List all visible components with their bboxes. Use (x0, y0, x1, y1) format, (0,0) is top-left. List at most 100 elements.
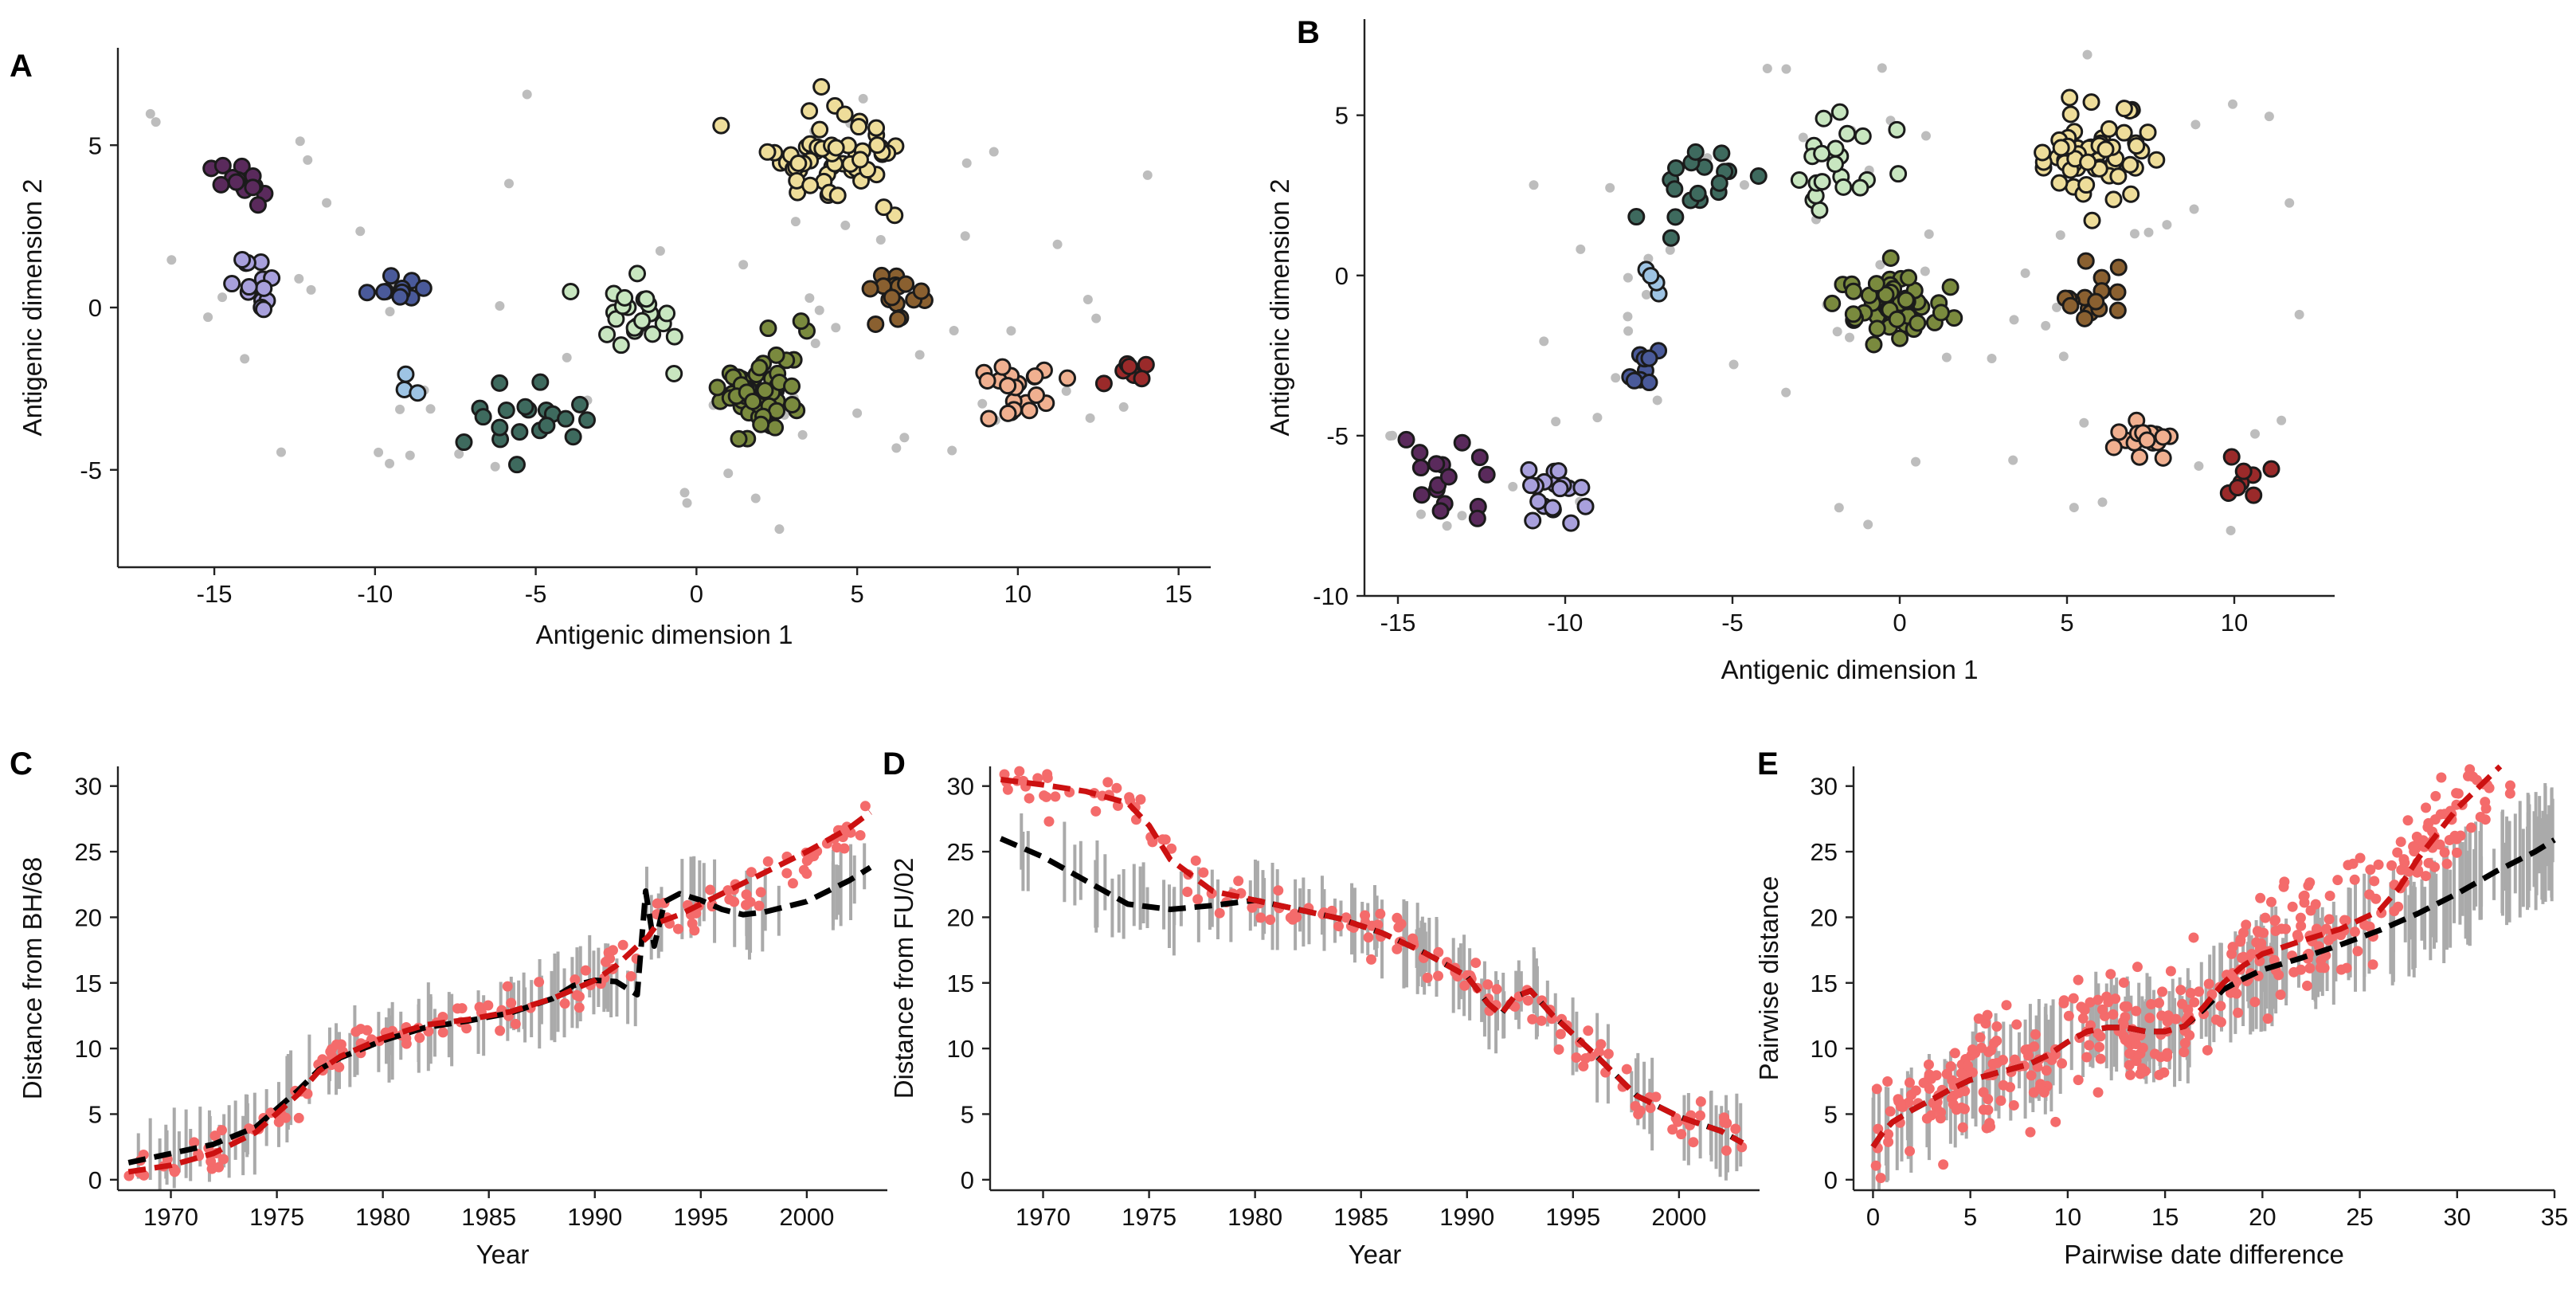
observed-point (1676, 1129, 1687, 1140)
observed-point (2376, 907, 2387, 919)
cluster-point (1844, 305, 1862, 323)
observed-point (1981, 1122, 1992, 1134)
cluster-point (2110, 423, 2128, 441)
observed-point (2146, 998, 2157, 1009)
background-point (914, 350, 925, 360)
cluster-point (223, 275, 241, 293)
background-point (1118, 402, 1129, 412)
panel-label: A (10, 49, 33, 84)
observed-point (1365, 954, 1376, 965)
observed-point (672, 923, 683, 934)
observed-point (1433, 970, 1444, 981)
observed-point (2041, 1065, 2052, 1076)
x-axis-title: Pairwise date difference (2064, 1240, 2344, 1269)
background-point (1142, 170, 1153, 180)
observed-point (1905, 1146, 1916, 1157)
cluster-point (1020, 402, 1039, 420)
observed-point (2349, 874, 2360, 885)
observed-point (2343, 860, 2354, 871)
panel-B: -15 -10 -5 0 5 10 -10 -5 0 5 Antigenic dimension 1… (1265, 15, 2335, 684)
background-point (858, 93, 868, 104)
cluster-point (1468, 509, 1486, 527)
observed-point (1166, 843, 1177, 854)
cluster-point (2122, 185, 2140, 203)
cluster-point (2061, 88, 2079, 107)
x-tick-label: 20 (2249, 1203, 2276, 1231)
background-point (385, 458, 395, 468)
observed-point (625, 970, 636, 981)
background-point (875, 235, 886, 245)
cluster-point (2050, 174, 2069, 192)
observed-point (1995, 1095, 2006, 1107)
background-point (1415, 509, 1426, 519)
background-point (1061, 386, 1071, 396)
observed-point (1363, 932, 1374, 943)
observed-point (1645, 1103, 1656, 1114)
observed-point (2402, 815, 2414, 826)
y-tick-label: 0 (88, 1166, 102, 1194)
observed-point (2030, 1029, 2041, 1040)
observed-point (502, 981, 513, 992)
cluster-point (750, 358, 769, 377)
cluster-point (455, 433, 473, 452)
black-fit-line (999, 836, 1744, 1146)
cluster-point (868, 136, 887, 155)
cluster-point (633, 311, 652, 330)
cluster-point (474, 408, 492, 426)
cluster-point (1412, 486, 1431, 504)
cluster-point (2082, 93, 2100, 112)
background-point (2143, 227, 2154, 237)
observed-point (1333, 921, 1344, 932)
cluster-point (511, 423, 529, 441)
observed-point (218, 1154, 229, 1165)
background-point (810, 339, 820, 349)
cluster-point (557, 409, 575, 428)
observed-point (2165, 966, 2176, 977)
observed-point (2210, 1014, 2222, 1025)
observed-point (2339, 915, 2350, 926)
cluster-point (358, 284, 376, 302)
cluster-point (792, 312, 810, 331)
y-tick-label: 10 (1811, 1035, 1838, 1063)
cluster-point (1551, 480, 1569, 498)
background-point (1920, 266, 1930, 276)
observed-point (2157, 986, 2168, 997)
background-point (1611, 373, 1621, 383)
observed-point (1931, 1070, 1942, 1081)
y-tick-label: 5 (961, 1100, 974, 1128)
cluster-point (783, 395, 801, 413)
observed-point (1957, 1122, 1968, 1133)
observed-point (2246, 949, 2257, 960)
observed-point (1273, 885, 1284, 896)
observed-point (2137, 1042, 2148, 1053)
background-point (1052, 239, 1063, 249)
y-tick-label: -5 (1326, 422, 1349, 450)
cluster-point (1689, 184, 1707, 202)
observed-point (1182, 887, 1193, 898)
background-point (1442, 521, 1452, 531)
background-point (1082, 294, 1093, 304)
observed-point (209, 1130, 221, 1142)
cluster-point (375, 283, 393, 301)
cluster-point (1813, 173, 1831, 191)
cluster-point (1749, 167, 1768, 185)
cluster-point (2096, 140, 2115, 159)
observed-point (2073, 1075, 2084, 1086)
cluster-point (564, 428, 582, 446)
observed-point (1214, 907, 1225, 919)
observed-point (1938, 1159, 1949, 1170)
cluster-point (850, 118, 868, 136)
background-point (2190, 119, 2201, 130)
cluster-point (531, 373, 550, 391)
red-fit-line (127, 809, 872, 1175)
observed-point (1695, 1110, 1706, 1121)
x-tick-label: 5 (1963, 1203, 1977, 1231)
cluster-point (801, 102, 819, 120)
background-point (2058, 351, 2069, 362)
background-point (2228, 99, 2238, 109)
observed-point (741, 899, 752, 911)
observed-point (1951, 1104, 1962, 1115)
observed-point (2237, 927, 2249, 938)
background-point (1781, 64, 1791, 74)
observed-point (2504, 788, 2515, 799)
